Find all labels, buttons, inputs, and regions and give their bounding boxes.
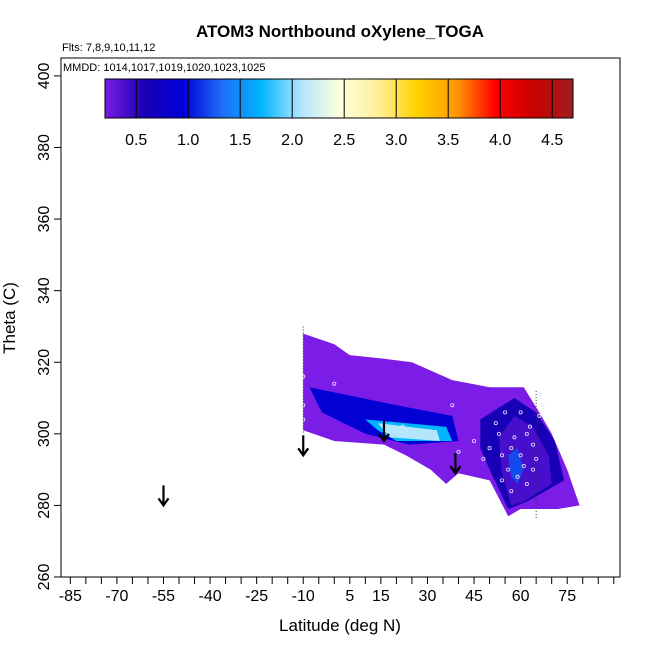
sample-point: [527, 424, 532, 429]
concentration-field: [302, 326, 580, 520]
sample-point: [301, 417, 306, 422]
x-tick-label: -10: [292, 588, 315, 605]
sample-point: [400, 424, 405, 429]
sample-point: [456, 449, 461, 454]
sample-point: [332, 381, 337, 386]
sample-points: [301, 374, 545, 494]
x-tick-label: 5: [345, 588, 354, 605]
colorbar-tick-label: 3.5: [437, 132, 459, 149]
sample-point: [521, 464, 526, 469]
y-axis: 260 280 300 320 340 360 380 400: [36, 62, 61, 590]
plot-frame: [60, 57, 621, 578]
colorbar-tick-label: 4.0: [489, 132, 511, 149]
sample-point: [503, 410, 508, 415]
sample-point: [524, 481, 529, 486]
sample-point: [524, 431, 529, 436]
field-patch: [377, 423, 440, 441]
sample-point: [509, 489, 514, 494]
field-patch: [498, 415, 552, 506]
colorbar-tick-label: 4.5: [541, 132, 563, 149]
sample-point: [481, 456, 486, 461]
colorbar-tick-label: 2.0: [281, 132, 303, 149]
x-tick-label: 75: [558, 588, 576, 605]
sample-point: [509, 446, 514, 451]
x-tick-label: -70: [105, 588, 128, 605]
y-tick-label: 380: [36, 134, 53, 161]
sample-point: [499, 478, 504, 483]
sample-point: [493, 421, 498, 426]
sample-point: [531, 442, 536, 447]
colorbar-ticks: 0.5 1.0 1.5 2.0 2.5 3.0 3.5 4.0 4.5: [125, 79, 563, 149]
sample-point: [531, 467, 536, 472]
x-tick-label: -55: [152, 588, 175, 605]
tropopause-arrow: [157, 485, 170, 508]
tropopause-arrow: [449, 453, 462, 476]
x-tick-label: 60: [512, 588, 530, 605]
y-tick-label: 320: [36, 349, 53, 376]
sample-point: [487, 446, 492, 451]
sample-point: [450, 403, 455, 408]
y-tick-label: 280: [36, 492, 53, 519]
tropopause-arrow: [378, 420, 390, 443]
tropopause-arrow: [297, 435, 310, 458]
sample-point: [512, 435, 517, 440]
x-tick-label: 30: [419, 588, 437, 605]
sample-point: [472, 438, 477, 443]
chart-title: ATOM3 Northbound oXylene_TOGA: [196, 22, 484, 41]
colorbar-tick-label: 2.5: [333, 132, 355, 149]
sample-point: [518, 410, 523, 415]
x-tick-label: -40: [199, 588, 222, 605]
x-tick-label: -85: [59, 588, 82, 605]
sample-point: [537, 413, 542, 418]
flights-note: Flts: 7,8,9,10,11,12: [62, 42, 155, 54]
y-tick-label: 340: [36, 277, 53, 304]
colorbar-tick-label: 0.5: [125, 132, 147, 149]
y-tick-label: 360: [36, 206, 53, 233]
colorbar: 0.5 1.0 1.5 2.0 2.5 3.0 3.5 4.0 4.5: [104, 78, 574, 149]
dates-note: MMDD: 1014,1017,1019,1020,1023,1025: [63, 62, 265, 74]
colorbar-tick-label: 1.0: [177, 132, 199, 149]
sample-point: [496, 431, 501, 436]
sample-point: [518, 453, 523, 458]
sample-point: [540, 403, 545, 408]
x-tick-label: 45: [465, 588, 483, 605]
tropopause-arrows: [157, 420, 462, 508]
colorbar-tick-label: 1.5: [229, 132, 251, 149]
y-tick-label: 400: [36, 62, 53, 89]
y-tick-label: 260: [36, 564, 53, 591]
sample-point: [515, 474, 520, 479]
y-tick-label: 300: [36, 420, 53, 447]
sample-point: [301, 374, 306, 379]
sample-point: [506, 467, 511, 472]
x-axis: -85 -70 -55 -40 -25 -10 5 15 30 45 60 75: [59, 577, 615, 605]
sample-point: [537, 392, 542, 397]
y-axis-label: Theta (C): [0, 282, 19, 354]
sample-point: [301, 403, 306, 408]
sample-point: [534, 456, 539, 461]
x-tick-label: 15: [372, 588, 390, 605]
x-tick-label: -25: [245, 588, 268, 605]
sample-point: [499, 453, 504, 458]
colorbar-tick-label: 3.0: [385, 132, 407, 149]
colorbar-rect: [104, 78, 574, 119]
x-axis-label: Latitude (deg N): [279, 616, 401, 635]
